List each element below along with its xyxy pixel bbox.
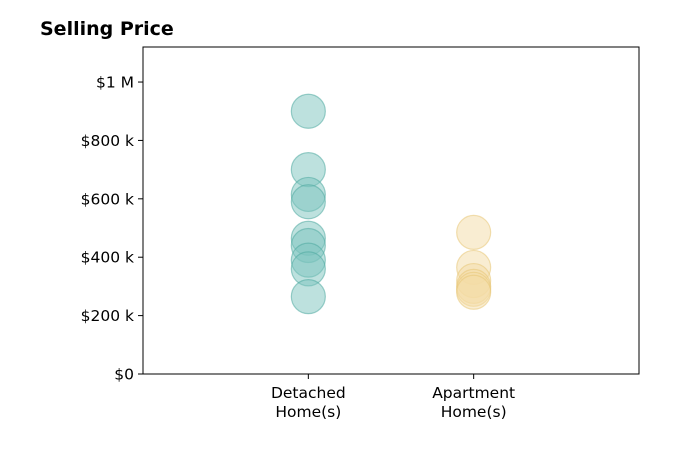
y-tick-label: $600 k [81, 190, 134, 208]
data-point [456, 274, 492, 310]
y-tick-label: $1 M [96, 74, 134, 92]
y-tick-label: $200 k [81, 307, 134, 325]
plot-frame [142, 46, 640, 375]
x-tick-label-line: Apartment [432, 384, 515, 402]
data-point [456, 214, 492, 250]
x-tick-label-line: Home(s) [441, 403, 507, 421]
x-tick-label: Apartment Home(s) [432, 384, 515, 421]
data-point [290, 93, 326, 129]
y-tick-label: $400 k [81, 249, 134, 267]
y-axis: $0 $200 k $400 k $600 k $800 k $1 M [81, 74, 143, 384]
x-tick-label-line: Home(s) [275, 403, 341, 421]
data-point [290, 279, 326, 315]
x-tick-label-line: Detached [271, 384, 346, 402]
x-axis: Detached Home(s)Apartment Home(s) [271, 374, 515, 421]
y-tick-label: $0 [114, 366, 134, 384]
chart-title: Selling Price [40, 18, 174, 40]
data-points [290, 93, 492, 315]
x-tick-label: Detached Home(s) [271, 384, 346, 421]
y-tick-label: $800 k [81, 132, 134, 150]
data-point [290, 184, 326, 220]
